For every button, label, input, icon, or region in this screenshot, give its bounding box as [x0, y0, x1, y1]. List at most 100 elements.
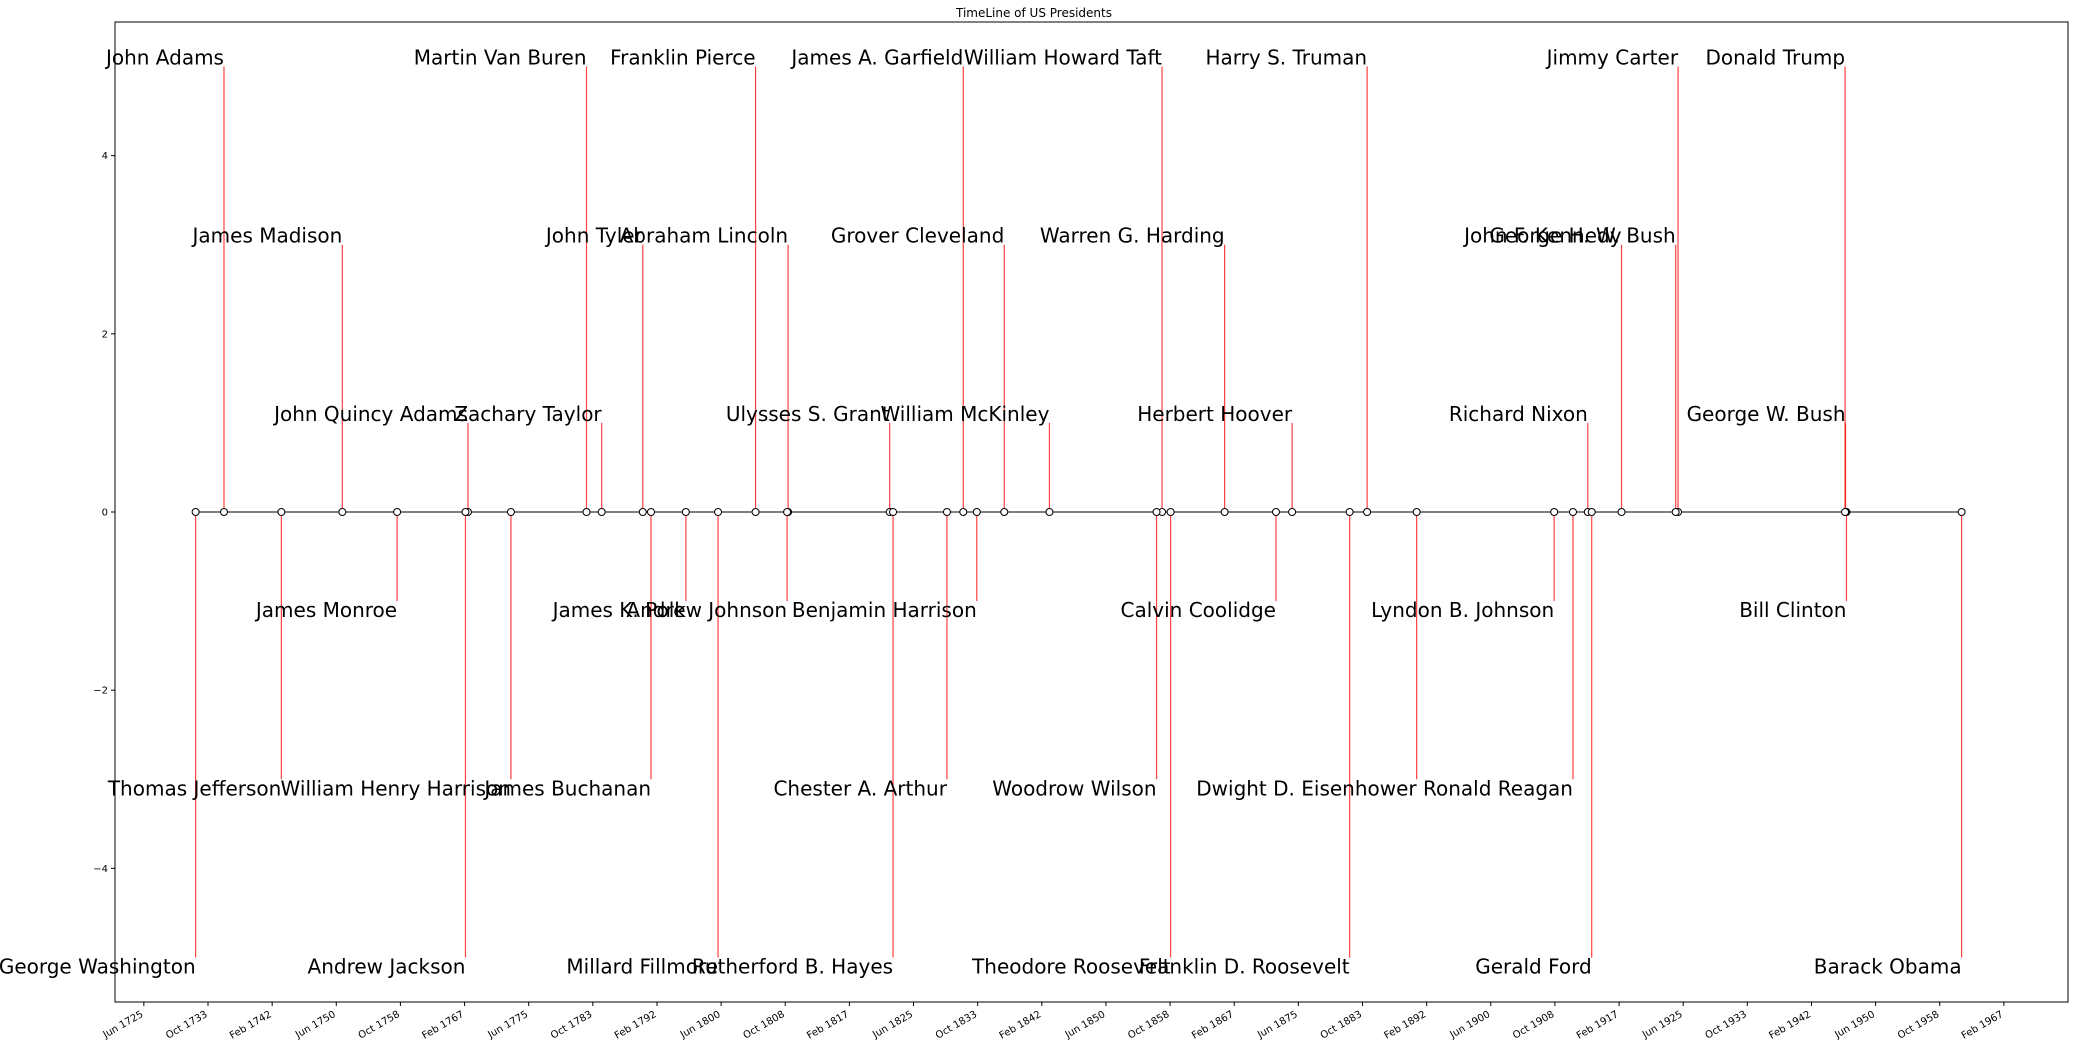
date-marker	[1957, 508, 1966, 516]
y-tick-label: 0	[102, 508, 108, 519]
x-tick-label: Feb 1942	[1767, 1009, 1813, 1042]
date-marker	[338, 508, 347, 516]
president-label: Barack Obama	[1814, 954, 1962, 978]
marker-layer	[191, 508, 1966, 516]
date-marker	[1152, 508, 1161, 516]
date-marker	[393, 508, 402, 516]
date-marker	[714, 508, 723, 516]
x-tick-label: Feb 1967	[1960, 1009, 2006, 1042]
date-marker	[219, 508, 228, 516]
president-label: Jimmy Carter	[1545, 46, 1679, 70]
date-marker	[1841, 508, 1850, 516]
date-marker	[1000, 508, 1009, 516]
president-label: James A. Garfield	[789, 46, 963, 70]
president-label: Calvin Coolidge	[1121, 598, 1276, 622]
president-label: Andrew Jackson	[308, 954, 466, 978]
y-tick-label: 2	[102, 329, 108, 340]
x-tick-label: Oct 1783	[549, 1009, 594, 1041]
president-label: Millard Fillmore	[566, 954, 718, 978]
president-label: James K. Polk	[551, 598, 687, 622]
date-marker	[1345, 508, 1354, 516]
date-marker	[942, 508, 951, 516]
date-marker	[1617, 508, 1626, 516]
president-label: Ronald Reagan	[1423, 776, 1573, 800]
date-marker	[597, 508, 606, 516]
president-label: Woodrow Wilson	[992, 776, 1156, 800]
x-tick-label: Oct 1733	[164, 1009, 209, 1041]
y-tick-label: −4	[93, 864, 108, 875]
date-marker	[191, 508, 200, 516]
date-marker	[959, 508, 968, 516]
date-marker	[461, 508, 470, 516]
date-marker	[1166, 508, 1175, 516]
x-tick-label: Jun 1875	[1255, 1009, 1300, 1041]
president-label: James Madison	[191, 224, 343, 248]
x-tick-label: Jun 1825	[870, 1009, 915, 1041]
stem-layer	[195, 66, 1963, 958]
x-tick-label: Oct 1808	[741, 1009, 786, 1041]
label-layer: George Washington John Adams Thomas Jeffer…	[0, 46, 1962, 979]
x-tick-label: Oct 1758	[357, 1009, 402, 1041]
date-marker	[1288, 508, 1297, 516]
date-marker	[1412, 508, 1421, 516]
x-tick-label: Jun 1725	[101, 1009, 146, 1041]
date-marker	[1045, 508, 1054, 516]
president-label: James Monroe	[254, 598, 397, 622]
axes-layer: −4 −2 0 2 4 Jun 1725 Oct 1733 Feb 1742 Jun 1750 O…	[93, 151, 2005, 1042]
president-label: Grover Cleveland	[831, 224, 1004, 248]
date-marker	[1671, 508, 1680, 516]
date-marker	[1220, 508, 1229, 516]
date-marker	[1587, 508, 1596, 516]
president-label: Martin Van Buren	[414, 46, 587, 70]
president-label: Andrew Johnson	[626, 598, 787, 622]
x-tick-label: Oct 1883	[1319, 1009, 1364, 1041]
x-tick-label: Feb 1817	[805, 1009, 851, 1042]
president-label: Lyndon B. Johnson	[1371, 598, 1554, 622]
president-label: Franklin D. Roosevelt	[1139, 954, 1350, 978]
x-tick-label: Oct 1958	[1896, 1009, 1941, 1041]
president-label: Theodore Roosevelt	[971, 954, 1171, 978]
date-marker	[638, 508, 647, 516]
plot-frame	[114, 21, 2069, 1003]
x-tick-label: Feb 1842	[998, 1009, 1044, 1042]
x-tick-label: Feb 1792	[613, 1009, 659, 1042]
president-label: John Tyler	[544, 224, 644, 248]
x-tick-label: Oct 1933	[1704, 1009, 1749, 1041]
x-tick-label: Feb 1767	[420, 1009, 466, 1042]
president-label: Abraham Lincoln	[620, 224, 788, 248]
date-marker	[751, 508, 760, 516]
x-tick-label: Jun 1750	[293, 1009, 338, 1041]
x-tick-label: Jun 1900	[1448, 1009, 1493, 1041]
x-tick-label: Oct 1833	[934, 1009, 979, 1041]
x-tick-label: Feb 1892	[1383, 1009, 1429, 1042]
x-tick-label: Jun 1800	[678, 1009, 723, 1041]
president-label: Chester A. Arthur	[773, 776, 947, 800]
x-tick-label: Jun 1775	[485, 1009, 530, 1041]
x-tick-label: Feb 1867	[1190, 1009, 1236, 1042]
x-tick-label: Jun 1950	[1832, 1009, 1877, 1041]
president-label: William McKinley	[880, 402, 1049, 426]
x-tick-label: Feb 1917	[1575, 1009, 1621, 1042]
president-label: Benjamin Harrison	[792, 598, 977, 622]
president-label: Bill Clinton	[1739, 598, 1846, 622]
x-tick-label: Oct 1858	[1126, 1009, 1171, 1041]
date-marker	[1550, 508, 1559, 516]
date-marker	[1271, 508, 1280, 516]
president-label: Richard Nixon	[1449, 402, 1588, 426]
date-marker	[1363, 508, 1372, 516]
date-marker	[1568, 508, 1577, 516]
president-label: Harry S. Truman	[1206, 46, 1368, 70]
date-marker	[889, 508, 898, 516]
date-marker	[681, 508, 690, 516]
date-marker	[783, 508, 792, 516]
president-label: Gerald Ford	[1475, 954, 1591, 978]
president-label: John Adams	[104, 46, 224, 70]
president-label: Dwight D. Eisenhower	[1196, 776, 1417, 800]
date-marker	[277, 508, 286, 516]
chart-title: TimeLine of US Presidents	[955, 6, 1112, 20]
x-tick-label: Jun 1850	[1063, 1009, 1108, 1041]
x-tick-label: Feb 1742	[228, 1009, 274, 1042]
president-label: George Washington	[0, 954, 196, 978]
president-label: William Henry Harrison	[281, 776, 511, 800]
